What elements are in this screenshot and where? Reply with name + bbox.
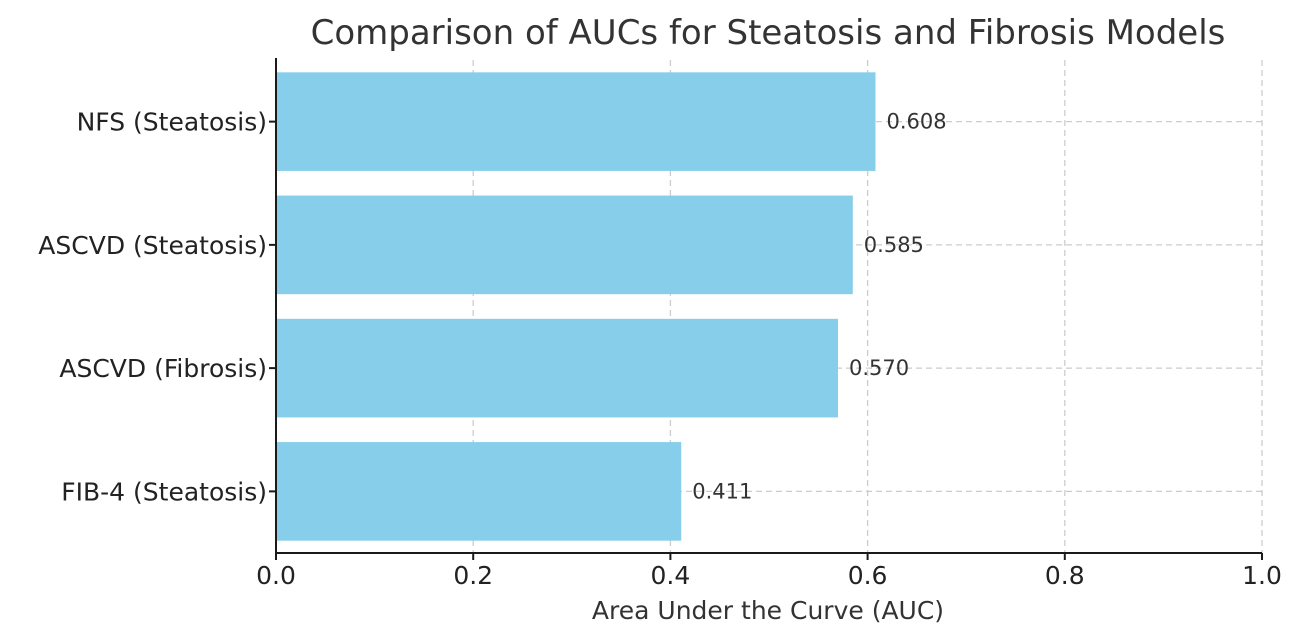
bar-value-label: 0.608 xyxy=(886,110,946,134)
bar xyxy=(276,442,682,541)
bar-value-label: 0.570 xyxy=(849,356,909,380)
x-tick-label: 0.6 xyxy=(848,561,888,590)
bars xyxy=(276,72,876,541)
x-tick-label: 0.2 xyxy=(453,561,493,590)
x-tick-label: 1.0 xyxy=(1242,561,1282,590)
bar-value-label: 0.585 xyxy=(864,233,924,257)
bar xyxy=(276,72,876,171)
y-tick-label: FIB-4 (Steatosis) xyxy=(61,477,267,506)
x-tick-label: 0.8 xyxy=(1045,561,1085,590)
y-tick-label: NFS (Steatosis) xyxy=(77,108,267,137)
x-axis-label: Area Under the Curve (AUC) xyxy=(592,596,944,625)
bar xyxy=(276,318,839,418)
x-tick-label: 0.0 xyxy=(256,561,296,590)
axes: 0.0 0.2 0.4 0.6 0.8 1.0 FIB-4 (Steatosis) ASCVD… xyxy=(38,58,1282,590)
y-tick-label: ASCVD (Fibrosis) xyxy=(59,354,267,383)
x-tick-label: 0.4 xyxy=(651,561,691,590)
data-labels: 0.411 0.570 0.585 0.608 xyxy=(692,110,946,504)
y-tick-label: ASCVD (Steatosis) xyxy=(38,231,267,260)
bar-value-label: 0.411 xyxy=(692,479,752,503)
bar xyxy=(276,195,853,295)
chart-title: Comparison of AUCs for Steatosis and Fib… xyxy=(311,13,1226,53)
